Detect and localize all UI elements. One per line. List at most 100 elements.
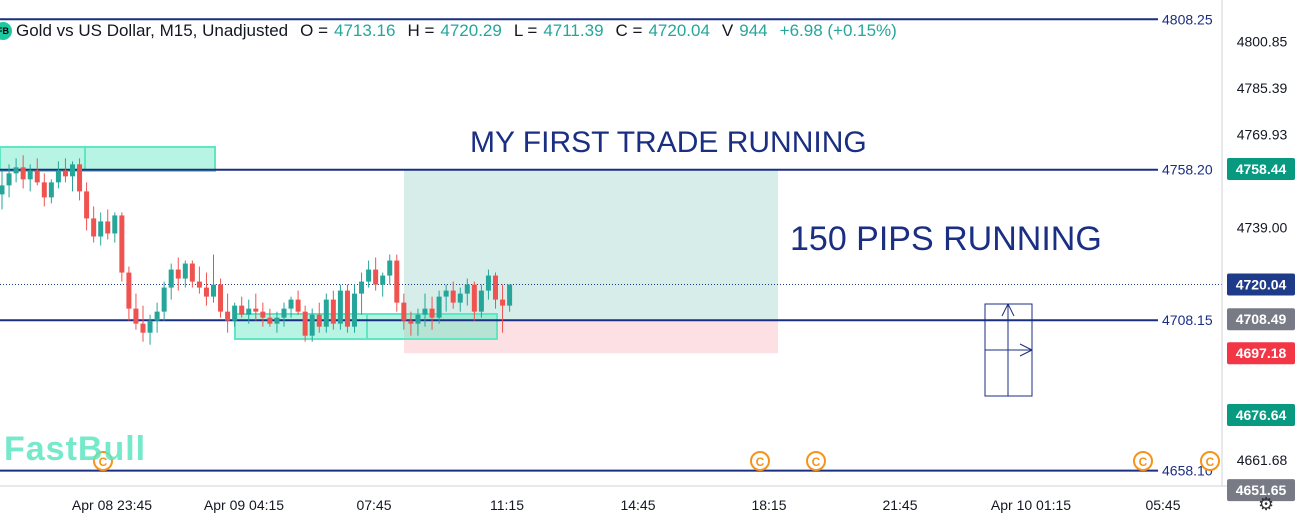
candle-body[interactable]	[309, 314, 315, 336]
x-tick-2: 07:45	[356, 497, 391, 513]
candle-body[interactable]	[196, 281, 202, 288]
candle-body[interactable]	[182, 263, 188, 279]
candle-body[interactable]	[274, 317, 280, 324]
y-tick-2: 4769.93	[1237, 126, 1288, 142]
candle-body[interactable]	[0, 185, 5, 195]
candle-body[interactable]	[387, 260, 393, 276]
candle-body[interactable]	[415, 314, 421, 324]
candle-body[interactable]	[457, 293, 463, 303]
candle-body[interactable]	[401, 302, 407, 321]
candle-body[interactable]	[34, 170, 40, 183]
pips-annotation[interactable]: 150 PIPS RUNNING	[790, 220, 1102, 258]
candle-body[interactable]	[126, 272, 132, 309]
candle-body[interactable]	[62, 170, 68, 177]
candle-body[interactable]	[429, 308, 435, 318]
candle-body[interactable]	[344, 290, 350, 327]
candle-body[interactable]	[232, 305, 238, 321]
candle-body[interactable]	[161, 287, 167, 312]
candle-body[interactable]	[281, 308, 287, 318]
candle-body[interactable]	[218, 284, 224, 312]
candle-body[interactable]	[91, 218, 97, 237]
candle-body[interactable]	[27, 170, 33, 180]
candle-body[interactable]	[436, 296, 442, 318]
gear-icon[interactable]: ⚙	[1258, 494, 1275, 514]
candle-body[interactable]	[380, 275, 386, 285]
candle-body[interactable]	[41, 182, 47, 198]
candle-body[interactable]	[133, 308, 139, 324]
candle-body[interactable]	[13, 167, 19, 174]
candle-body[interactable]	[84, 191, 90, 219]
event-icon-3[interactable]	[1133, 451, 1153, 471]
supply-zone-box[interactable]	[0, 146, 216, 172]
event-icon-2[interactable]	[806, 451, 826, 471]
candle-body[interactable]	[246, 308, 252, 315]
candle-body[interactable]	[366, 269, 372, 282]
candle-body[interactable]	[154, 311, 160, 321]
candle-body[interactable]	[500, 299, 506, 306]
event-icon-0[interactable]	[93, 451, 113, 471]
level-label-1: 4758.20	[1162, 162, 1213, 178]
candle-body[interactable]	[330, 299, 336, 324]
candle-body[interactable]	[422, 308, 428, 315]
candle-body[interactable]	[105, 221, 111, 234]
candle-body[interactable]	[175, 269, 181, 279]
candle-body[interactable]	[55, 170, 61, 183]
loss-zone[interactable]	[404, 320, 778, 354]
candle-body[interactable]	[507, 284, 513, 306]
candle-body[interactable]	[225, 311, 231, 321]
candle-body[interactable]	[373, 269, 379, 285]
candle-body[interactable]	[337, 290, 343, 324]
symbol-title[interactable]: Gold vs US Dollar, M15, Unadjusted	[16, 21, 289, 40]
x-tick-6: 21:45	[882, 497, 917, 513]
price-badge-0[interactable]	[1227, 158, 1295, 181]
price-badge-1[interactable]	[1227, 273, 1295, 296]
candle-body[interactable]	[211, 284, 216, 297]
price-badge-label-4: 4676.64	[1236, 407, 1287, 423]
price-badge-4[interactable]	[1227, 403, 1295, 426]
candle-body[interactable]	[450, 290, 456, 303]
candle-body[interactable]	[323, 299, 329, 327]
candle-body[interactable]	[168, 269, 174, 288]
candle-body[interactable]	[478, 290, 484, 312]
candle-body[interactable]	[408, 320, 414, 324]
candle-body[interactable]	[140, 323, 146, 333]
candle-body[interactable]	[485, 275, 491, 291]
candle-body[interactable]	[295, 299, 301, 312]
x-tick-5: 18:15	[751, 497, 786, 513]
price-badge-2[interactable]	[1227, 308, 1295, 331]
candle-body[interactable]	[260, 311, 266, 318]
candle-body[interactable]	[6, 173, 12, 186]
candle-body[interactable]	[98, 221, 104, 237]
candle-body[interactable]	[267, 317, 273, 324]
candle-body[interactable]	[464, 284, 470, 294]
price-badge-5[interactable]	[1227, 479, 1295, 502]
event-icon-4[interactable]	[1200, 451, 1220, 471]
price-badge-3[interactable]	[1227, 342, 1295, 365]
candle-body[interactable]	[316, 314, 322, 327]
candle-body[interactable]	[189, 263, 195, 282]
candle-body[interactable]	[352, 293, 357, 327]
candle-body[interactable]	[239, 305, 245, 315]
event-icon-1[interactable]	[750, 451, 770, 471]
trade-annotation[interactable]: MY FIRST TRADE RUNNING	[470, 126, 867, 159]
candle-body[interactable]	[77, 164, 83, 192]
candle-body[interactable]	[471, 284, 477, 312]
candle-body[interactable]	[20, 167, 26, 180]
candle-body[interactable]	[302, 311, 308, 336]
candle-body[interactable]	[203, 287, 209, 297]
candle-body[interactable]	[48, 182, 54, 198]
candle-body[interactable]	[493, 275, 498, 300]
event-icon-letter: C	[1206, 455, 1215, 469]
candle-body[interactable]	[288, 299, 294, 309]
candle-body[interactable]	[253, 308, 259, 312]
candle-body[interactable]	[147, 320, 153, 333]
candle-body[interactable]	[359, 281, 365, 294]
candle-body[interactable]	[119, 215, 125, 273]
candle-body[interactable]	[112, 215, 118, 234]
profit-zone[interactable]	[404, 169, 778, 321]
candle-body[interactable]	[394, 260, 400, 303]
price-badge-label-5: 4651.65	[1236, 482, 1287, 498]
candle-body[interactable]	[70, 164, 75, 177]
candle-body[interactable]	[443, 290, 449, 297]
